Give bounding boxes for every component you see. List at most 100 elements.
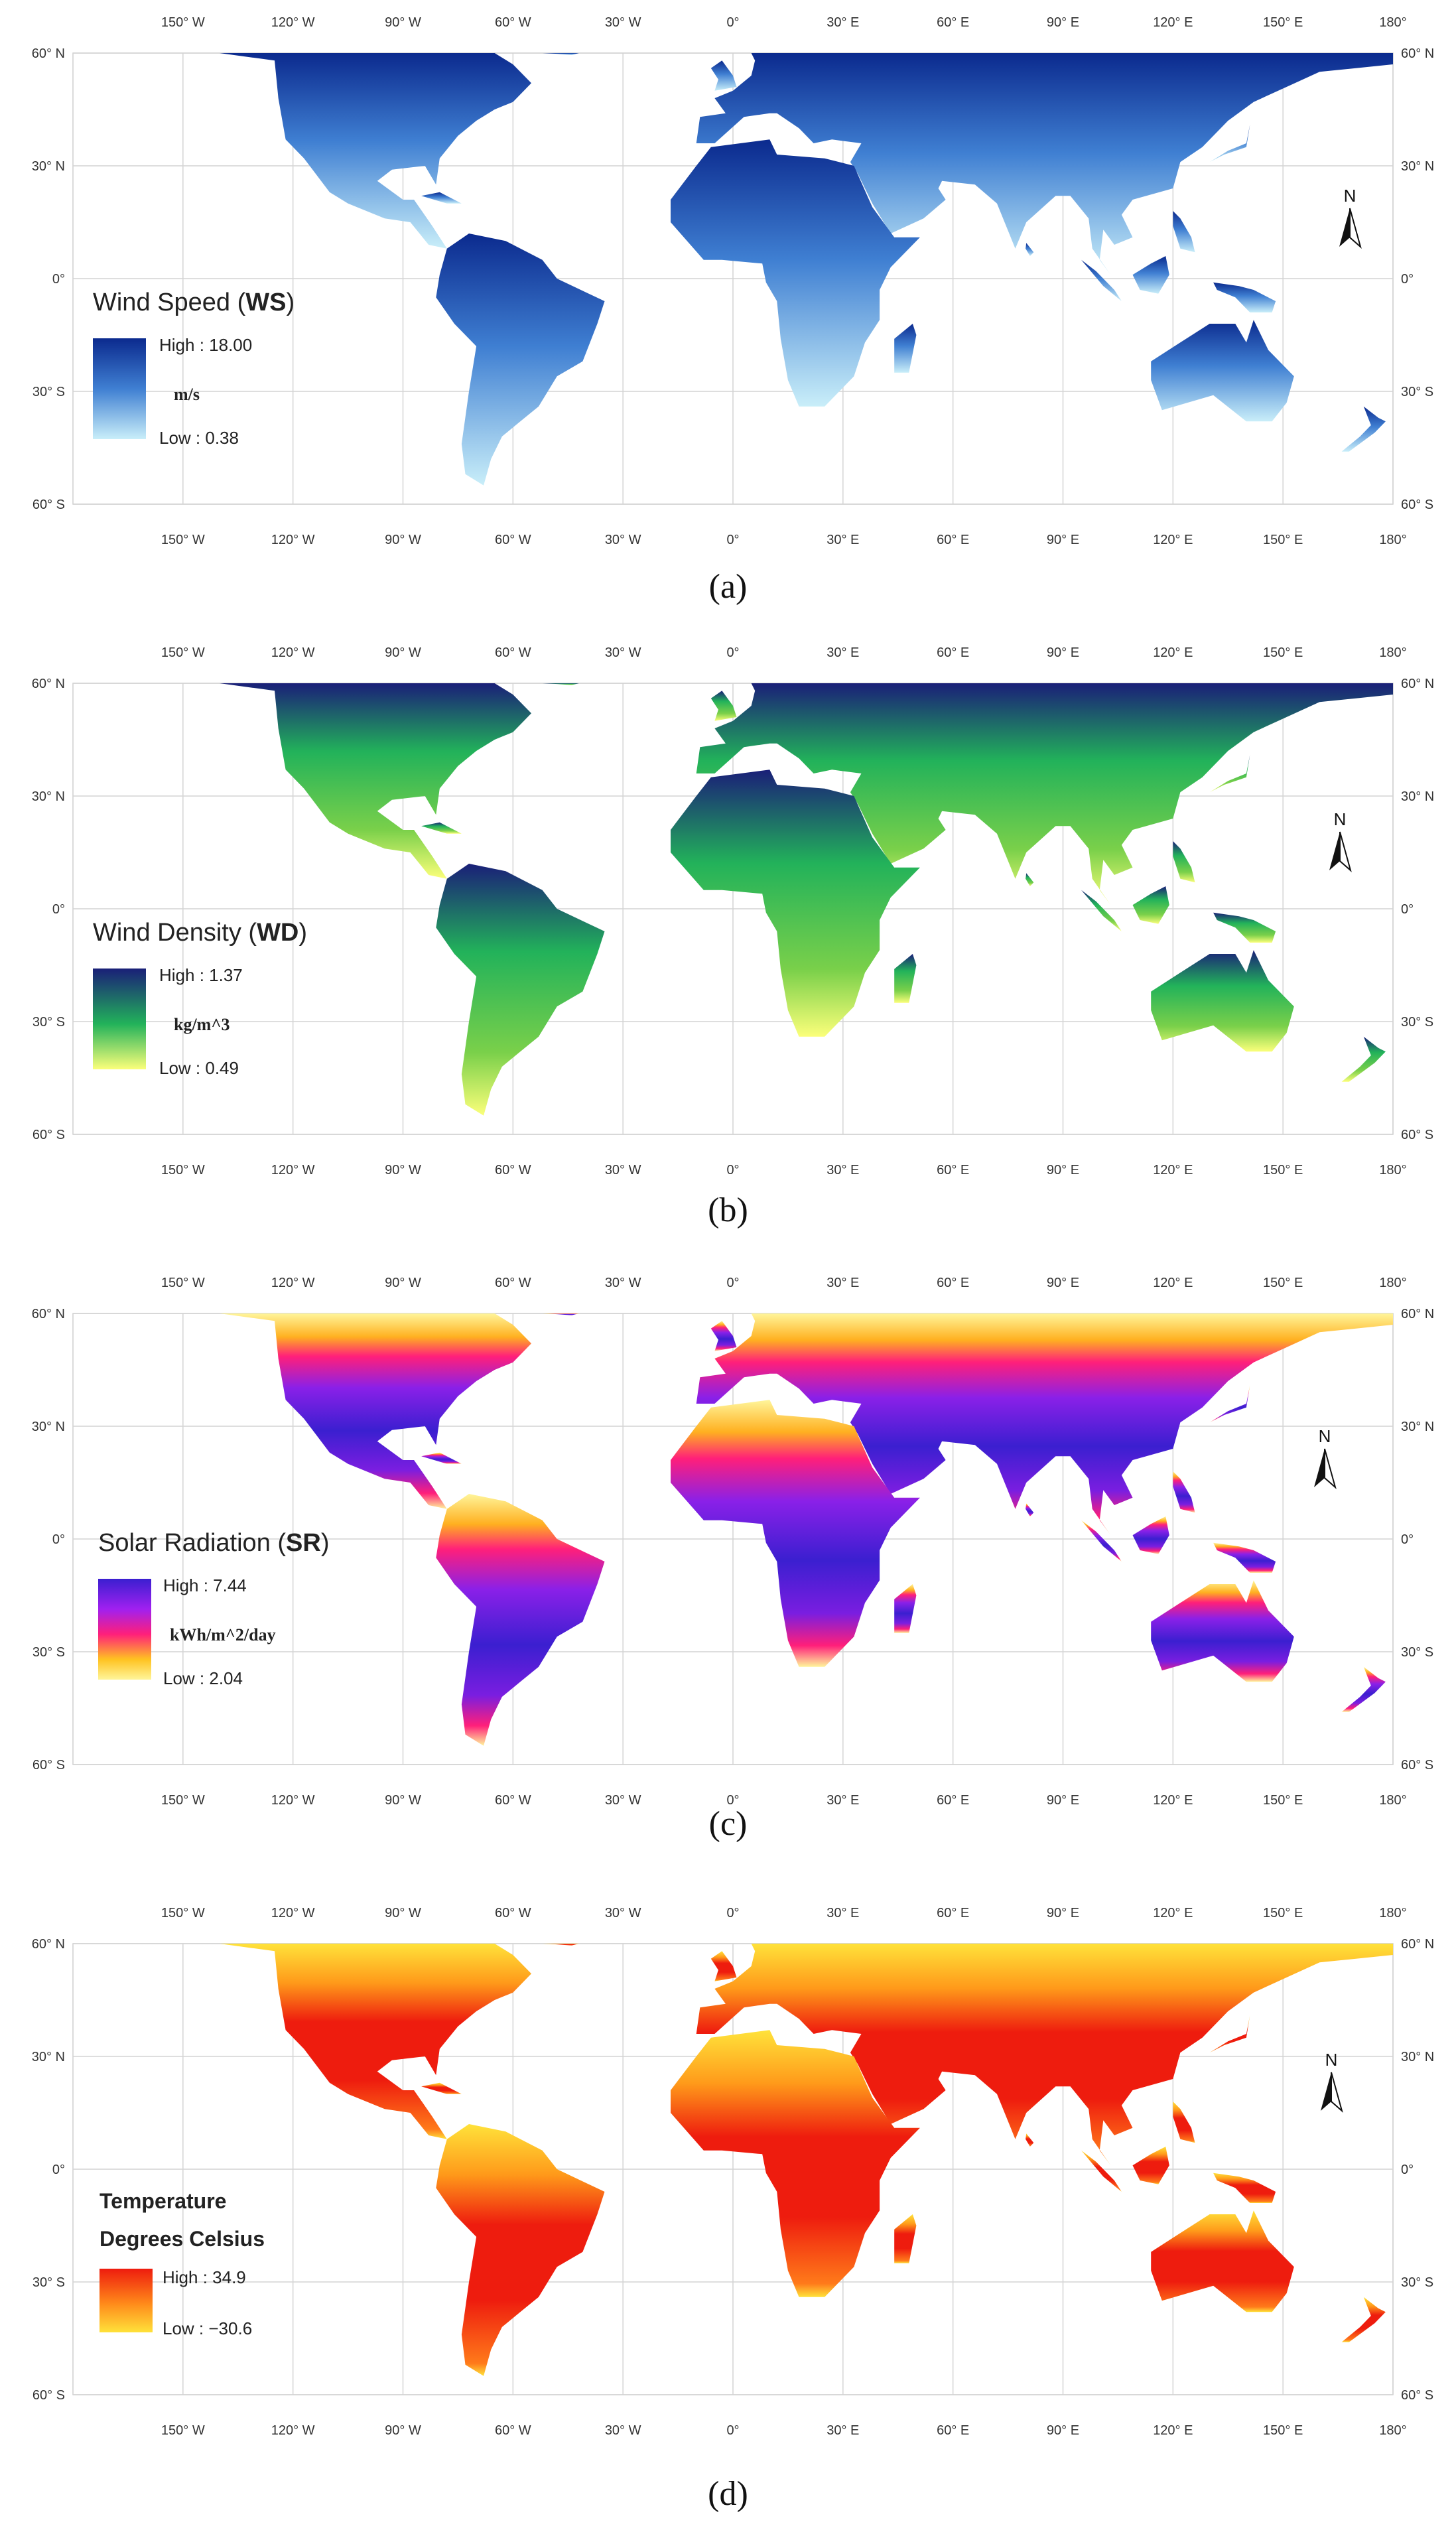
north-america-landmass [117, 1313, 532, 1509]
lat-tick-label: 60° N [32, 46, 65, 61]
north-america-landmass [117, 53, 532, 249]
lon-tick-label: 90° E [1047, 2423, 1079, 2438]
lon-tick-label: 60° W [495, 1276, 531, 1290]
lon-tick-label: 60° W [495, 1793, 531, 1808]
lat-tick-label: 60° S [1401, 2388, 1433, 2403]
lon-tick-label: 60° W [495, 2423, 531, 2438]
lon-tick-label: 30° E [827, 2423, 859, 2438]
madagascar-landmass [894, 954, 917, 1003]
lon-tick-label: 0° [726, 15, 739, 30]
africa-landmass [671, 139, 920, 407]
sumatra-landmass [1081, 890, 1122, 931]
cuba-landmass [421, 192, 462, 204]
lat-tick-label: 0° [52, 902, 65, 917]
lon-tick-label: 90° W [385, 1276, 421, 1290]
lon-tick-label: 60° W [495, 1163, 531, 1177]
north-arrow: N [1310, 1426, 1339, 1493]
legend-low: Low : 0.38 [159, 428, 239, 448]
lon-tick-label: 120° W [271, 1163, 315, 1177]
lat-tick-label: 30° S [33, 385, 65, 399]
eurasia-landmass [696, 1313, 1393, 1536]
africa-landmass [671, 2030, 920, 2297]
lon-tick-label: 0° [726, 1163, 739, 1177]
lon-tick-label: 0° [726, 2423, 739, 2438]
lon-tick-label: 180° [1379, 533, 1406, 547]
lon-tick-label: 90° W [385, 1906, 421, 1920]
lat-tick-label: 60° S [33, 498, 65, 512]
lon-tick-label: 90° E [1047, 15, 1079, 30]
sri-lanka-landmass [1026, 873, 1034, 886]
north-america-landmass [117, 683, 532, 879]
lon-tick-label: 30° E [827, 1163, 859, 1177]
lon-tick-label: 30° E [827, 1906, 859, 1920]
lon-tick-label: 60° W [495, 15, 531, 30]
south-america-landmass [436, 864, 605, 1116]
legend-temperature: Temperature Degrees Celsius High : 34.9 … [99, 2189, 265, 2338]
north-arrow: N [1325, 809, 1355, 876]
new-zealand-landmass [1341, 1036, 1386, 1082]
lon-tick-label: 90° W [385, 1163, 421, 1177]
lon-tick-label: 0° [726, 1276, 739, 1290]
africa-landmass [671, 1400, 920, 1667]
cuba-landmass [421, 1452, 462, 1464]
new-zealand-landmass [1341, 2297, 1386, 2342]
lat-tick-label: 60° S [1401, 1128, 1433, 1142]
legend-high: High : 18.00 [159, 335, 253, 355]
lon-tick-label: 30° W [605, 15, 641, 30]
philippines-landmass [1173, 841, 1195, 883]
legend-title: Temperature [99, 2189, 227, 2213]
lon-tick-label: 90° E [1047, 1163, 1079, 1177]
lat-tick-label: 30° N [32, 159, 65, 174]
lon-tick-label: 60° W [495, 533, 531, 547]
lat-tick-label: 0° [52, 2163, 65, 2177]
lon-tick-label: 120° E [1153, 1793, 1193, 1808]
lon-tick-label: 180° [1379, 15, 1406, 30]
lat-tick-label: 30° N [1401, 2050, 1434, 2064]
legend-high: High : 7.44 [163, 1575, 247, 1595]
sumatra-landmass [1081, 2150, 1122, 2192]
lon-tick-label: 150° E [1263, 1906, 1303, 1920]
lat-tick-label: 30° S [1401, 385, 1433, 399]
lon-tick-label: 120° W [271, 1793, 315, 1808]
lon-tick-label: 120° E [1153, 645, 1193, 660]
lat-tick-label: 60° N [1401, 1307, 1434, 1321]
lat-tick-label: 60° N [32, 677, 65, 691]
lon-tick-label: 30° W [605, 645, 641, 660]
lon-tick-label: 90° E [1047, 1906, 1079, 1920]
madagascar-landmass [894, 1584, 917, 1633]
lat-tick-label: 60° S [33, 2388, 65, 2403]
north-label: N [1318, 1426, 1331, 1446]
lon-tick-label: 120° W [271, 1906, 315, 1920]
lat-tick-label: 30° N [32, 1420, 65, 1434]
lon-tick-label: 30° W [605, 1276, 641, 1290]
lon-tick-label: 120° W [271, 1276, 315, 1290]
greenland-tip-landmass [542, 683, 579, 685]
lat-tick-label: 0° [1401, 1532, 1414, 1547]
lon-tick-label: 30° E [827, 1793, 859, 1808]
lon-tick-label: 120° W [271, 15, 315, 30]
lon-tick-label: 90° W [385, 1793, 421, 1808]
north-label: N [1333, 809, 1347, 829]
greenland-tip-landmass [542, 1944, 579, 1946]
lon-tick-label: 60° E [937, 1906, 969, 1920]
lon-tick-label: 90° W [385, 2423, 421, 2438]
lon-tick-label: 150° E [1263, 2423, 1303, 2438]
lon-tick-label: 90° W [385, 533, 421, 547]
lon-tick-label: 150° E [1263, 1793, 1303, 1808]
sri-lanka-landmass [1026, 243, 1034, 256]
lon-tick-label: 30° E [827, 15, 859, 30]
lon-tick-label: 60° W [495, 645, 531, 660]
lon-tick-label: 150° W [161, 645, 205, 660]
lon-tick-label: 120° W [271, 2423, 315, 2438]
legend-high: High : 34.9 [163, 2267, 246, 2287]
lon-tick-label: 60° E [937, 1276, 969, 1290]
lon-tick-label: 180° [1379, 1163, 1406, 1177]
cuba-landmass [421, 822, 462, 834]
lat-tick-label: 0° [52, 272, 65, 287]
new-guinea-landmass [1213, 282, 1276, 312]
lat-tick-label: 60° S [33, 1128, 65, 1142]
lon-tick-label: 150° E [1263, 645, 1303, 660]
lon-tick-label: 150° E [1263, 533, 1303, 547]
lon-tick-label: 120° E [1153, 1906, 1193, 1920]
caption-a: (a) [708, 568, 748, 606]
